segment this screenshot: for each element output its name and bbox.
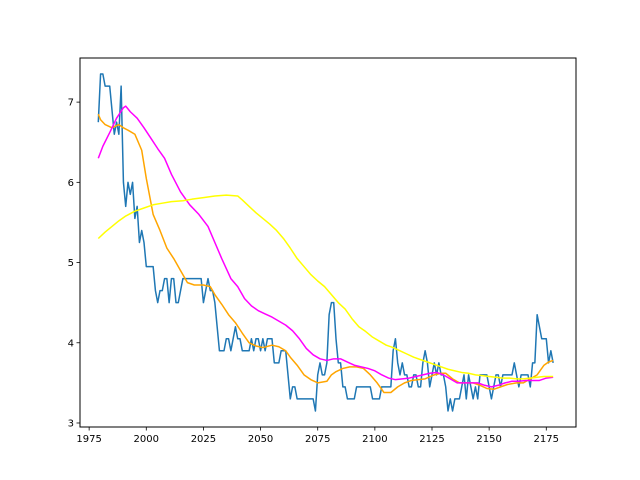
x-axis: 1975 2000 2025 2050 2075 2100 2125 2150 2175 — [76, 427, 559, 445]
series-line-3 — [97, 105, 554, 388]
series-line-2 — [97, 113, 554, 394]
series-line-4 — [97, 194, 554, 380]
y-tick-label: 7 — [68, 98, 74, 109]
x-tick-label: 2075 — [305, 434, 330, 445]
y-tick-label: 6 — [68, 178, 74, 189]
x-tick-label: 2125 — [419, 434, 444, 445]
x-tick-label: 2100 — [362, 434, 387, 445]
x-tick-label: 2150 — [476, 434, 501, 445]
y-tick-label: 3 — [68, 418, 74, 429]
x-tick-label: 1975 — [76, 434, 101, 445]
x-tick-label: 2050 — [248, 434, 273, 445]
x-tick-label: 2000 — [134, 434, 159, 445]
y-axis: 3 4 5 6 7 — [68, 98, 80, 429]
x-tick-label: 2025 — [191, 434, 216, 445]
y-tick-label: 5 — [68, 258, 74, 269]
series-layer — [97, 73, 554, 412]
plot-frame — [79, 57, 577, 428]
plot-background — [80, 58, 576, 427]
series-line-1 — [97, 73, 554, 412]
y-tick-label: 4 — [68, 338, 74, 349]
x-tick-label: 2175 — [534, 434, 559, 445]
